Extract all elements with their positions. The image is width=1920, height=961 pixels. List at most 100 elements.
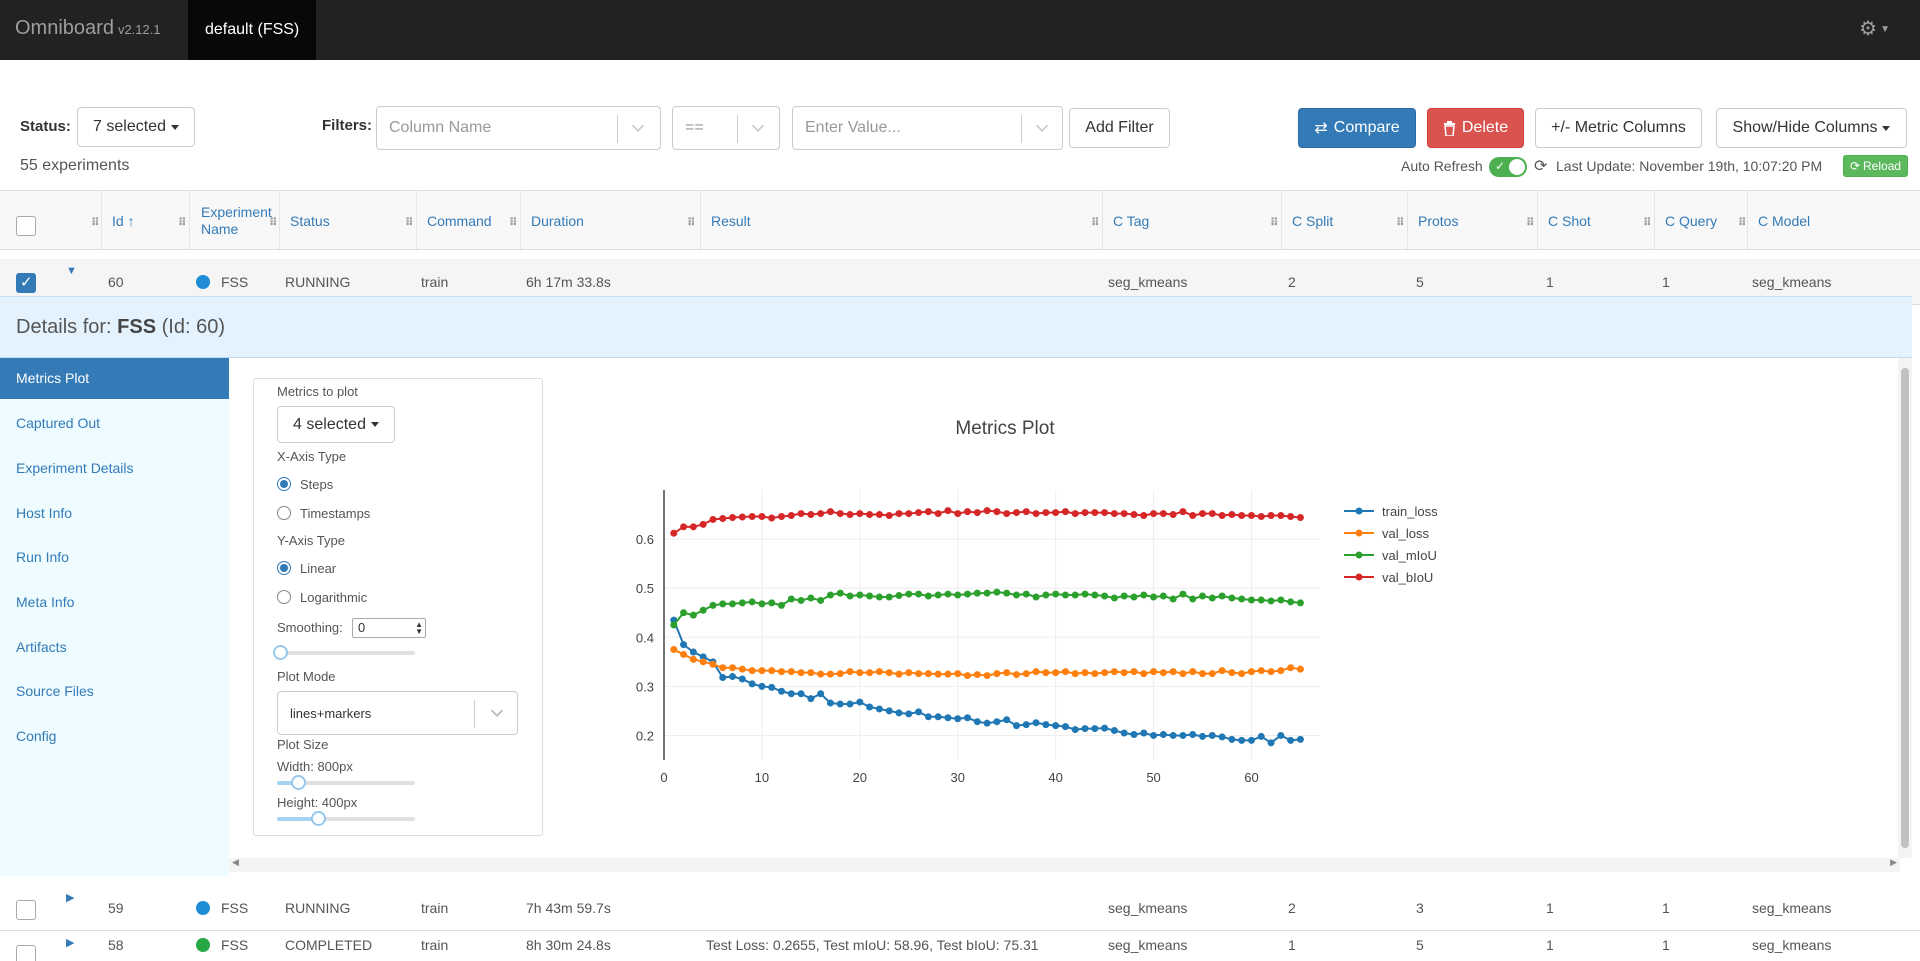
data-point-val_mIoU [738, 599, 746, 607]
scroll-right-icon[interactable]: ▶ [1890, 857, 1897, 867]
auto-refresh-toggle[interactable]: ✓ [1489, 157, 1527, 177]
drag-handle-icon[interactable]: ⠿ [91, 217, 100, 229]
drag-handle-icon[interactable]: ⠿ [1738, 217, 1747, 229]
smoothing-input[interactable]: 0 ▲ ▼ [352, 618, 426, 638]
data-point-val_bIoU [738, 513, 746, 521]
scroll-left-icon[interactable]: ◀ [232, 857, 239, 867]
spinner-arrows-icon[interactable]: ▲ ▼ [415, 620, 423, 636]
x-axis-timestamps-radio[interactable] [277, 506, 291, 520]
column-header-command[interactable]: Command [416, 191, 508, 251]
data-point-val_loss [1228, 669, 1236, 677]
table-row[interactable]: ▶ 59 FSS RUNNING train 7h 43m 59.7s seg_… [0, 885, 1920, 931]
operator-select[interactable]: == [672, 106, 780, 150]
reload-button[interactable]: ⟳ Reload [1843, 155, 1908, 177]
plot-width-slider-knob[interactable] [290, 775, 306, 790]
plot-height-slider[interactable] [277, 811, 415, 826]
status-dropdown[interactable]: 7 selected [77, 107, 195, 147]
data-point-val_loss [1218, 667, 1226, 675]
row-checkbox[interactable] [16, 273, 36, 293]
horizontal-scrollbar[interactable]: ◀ ▶ [229, 857, 1900, 872]
smoothing-slider[interactable] [273, 645, 415, 660]
column-header-duration[interactable]: Duration [520, 191, 690, 251]
tab-run-info[interactable]: Run Info [16, 549, 69, 565]
column-header-status[interactable]: Status [279, 191, 408, 251]
drag-handle-icon[interactable]: ⠿ [269, 217, 278, 229]
data-point-val_bIoU [729, 513, 737, 521]
scrollbar-thumb[interactable] [1901, 368, 1909, 848]
plot-width-slider[interactable] [277, 775, 415, 790]
chart-legend[interactable]: train_loss val_loss val_mIoU val_bIoU [1344, 504, 1438, 585]
metric-columns-button[interactable]: +/- Metric Columns [1535, 108, 1702, 148]
data-point-val_loss [1101, 669, 1109, 677]
tab-experiment-details[interactable]: Experiment Details [16, 460, 134, 476]
details-header: Details for: FSS (Id: 60) [0, 296, 1912, 358]
drag-handle-icon[interactable]: ⠿ [1270, 217, 1279, 229]
y-axis-logarithmic-radio[interactable] [277, 590, 291, 604]
tab-artifacts[interactable]: Artifacts [16, 639, 67, 655]
data-point-val_mIoU [1052, 590, 1060, 598]
drag-handle-icon[interactable]: ⠿ [405, 217, 414, 229]
y-axis-linear-label[interactable]: Linear [300, 561, 337, 576]
compare-button[interactable]: ⇄ Compare [1298, 108, 1416, 148]
filter-value-select[interactable]: Enter Value... [792, 106, 1063, 150]
data-point-val_bIoU [924, 508, 932, 516]
drag-handle-icon[interactable]: ⠿ [1526, 217, 1535, 229]
y-axis-logarithmic-label[interactable]: Logarithmic [300, 590, 368, 605]
brand[interactable]: Omniboard v2.12.1 [15, 17, 161, 40]
operator-value: == [685, 119, 704, 136]
drag-handle-icon[interactable]: ⠿ [509, 217, 518, 229]
select-all-checkbox[interactable] [16, 216, 36, 236]
x-axis-steps-label[interactable]: Steps [300, 477, 334, 492]
column-header-protos[interactable]: Protos [1407, 191, 1525, 251]
column-header-c-split[interactable]: C Split [1281, 191, 1396, 251]
column-header-c-shot[interactable]: C Shot [1537, 191, 1643, 251]
tab-host-info[interactable]: Host Info [16, 505, 73, 521]
data-point-val_loss [1257, 667, 1265, 675]
data-point-val_mIoU [797, 596, 805, 604]
drag-handle-icon[interactable]: ⠿ [687, 217, 696, 229]
smoothing-value: 0 [358, 620, 366, 635]
smoothing-label: Smoothing: [277, 620, 343, 635]
plot-mode-select[interactable]: lines+markers [277, 691, 518, 735]
column-header-id[interactable]: Id ↑ [101, 191, 177, 251]
drag-handle-icon[interactable]: ⠿ [1091, 217, 1100, 229]
drag-handle-icon[interactable]: ⠿ [178, 217, 187, 229]
x-axis-timestamps-label[interactable]: Timestamps [300, 506, 371, 521]
x-axis-type-label: X-Axis Type [277, 449, 347, 464]
y-axis-linear-radio[interactable] [277, 561, 291, 575]
plot-height-slider-knob[interactable] [311, 811, 327, 826]
column-header-experiment-name[interactable]: Experiment Name [189, 191, 272, 251]
add-filter-button[interactable]: Add Filter [1069, 108, 1170, 148]
data-point-val_bIoU [993, 508, 1001, 516]
row-checkbox[interactable] [16, 945, 36, 961]
data-point-val_mIoU [1189, 595, 1197, 603]
collapse-triangle-icon[interactable]: ▼ [66, 265, 77, 277]
column-name-select[interactable]: Column Name [376, 106, 661, 150]
column-header-c-model[interactable]: C Model [1747, 191, 1920, 251]
tab-config[interactable]: Config [16, 728, 57, 744]
table-row[interactable]: ▶ 58 FSS COMPLETED train 8h 30m 24.8s Te… [0, 931, 1920, 961]
expand-triangle-icon[interactable]: ▶ [66, 892, 75, 904]
drag-handle-icon[interactable]: ⠿ [1396, 217, 1405, 229]
settings-menu[interactable]: ⚙ ▼ [1859, 16, 1890, 41]
column-header-c-tag[interactable]: C Tag [1102, 191, 1270, 251]
tab-metrics-plot[interactable]: Metrics Plot [0, 358, 229, 399]
drag-handle-icon[interactable]: ⠿ [1643, 217, 1652, 229]
show-hide-columns-button[interactable]: Show/Hide Columns [1716, 108, 1907, 148]
metrics-select-dropdown[interactable]: 4 selected [277, 406, 395, 443]
delete-button[interactable]: Delete [1427, 108, 1524, 148]
chart-ticks: 0 10 20 30 40 50 60 0.2 0.3 0.4 0.5 0.6 [636, 532, 1259, 785]
row-checkbox[interactable] [16, 900, 36, 920]
expand-triangle-icon[interactable]: ▶ [66, 937, 75, 949]
app-name: Omniboard [15, 17, 114, 39]
tab-captured-out[interactable]: Captured Out [16, 415, 101, 431]
nav-tab-default-fss[interactable]: default (FSS) [188, 0, 317, 60]
tab-meta-info[interactable]: Meta Info [16, 594, 75, 610]
smoothing-slider-knob[interactable] [273, 645, 288, 660]
data-point-val_loss [1199, 670, 1207, 678]
column-header-result[interactable]: Result [700, 191, 1091, 251]
column-header-c-query[interactable]: C Query [1654, 191, 1738, 251]
tab-source-files[interactable]: Source Files [16, 683, 94, 699]
vertical-scrollbar[interactable] [1898, 358, 1912, 858]
x-axis-steps-radio[interactable] [277, 477, 291, 491]
